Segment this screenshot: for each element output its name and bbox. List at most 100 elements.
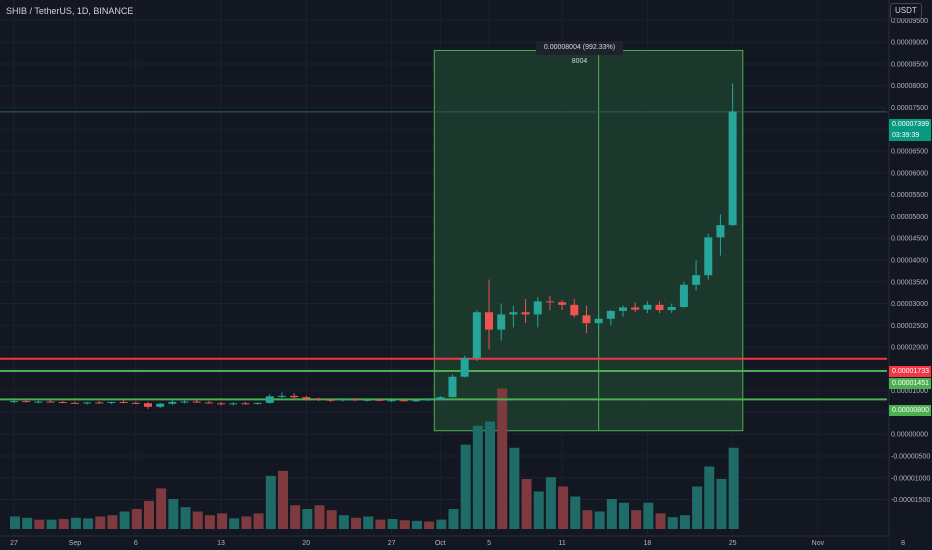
candle-body: [277, 395, 286, 397]
volume-bar: [570, 496, 581, 529]
candle: [34, 400, 43, 404]
candle-body: [290, 395, 299, 398]
volume-bar: [338, 515, 349, 529]
volume-bar: [217, 513, 228, 529]
price-tick-label: 0.00003500: [891, 279, 928, 286]
candle-body: [497, 314, 506, 330]
price-tick-label: 0.00004500: [891, 236, 928, 243]
volume-bar: [229, 518, 240, 529]
symbol-title[interactable]: SHIB / TetherUS, 1D, BINANCE: [6, 6, 134, 16]
candle: [655, 301, 664, 314]
candle: [241, 401, 250, 405]
candle: [131, 401, 140, 405]
volume-bar: [351, 517, 362, 529]
candle: [277, 392, 286, 399]
time-tick-label: 6: [134, 540, 138, 547]
candle: [619, 305, 627, 317]
volume-bar: [716, 479, 727, 529]
candle-body: [387, 400, 396, 402]
candle-body: [10, 401, 18, 403]
candle: [314, 397, 323, 402]
candle: [229, 402, 238, 406]
volume-bar: [131, 509, 142, 529]
volume-bar: [411, 520, 422, 529]
time-axis-bg: [0, 536, 889, 550]
volume-bar: [204, 515, 215, 529]
price-tick-label: -0.00001500: [891, 497, 930, 504]
candle: [338, 398, 347, 402]
candle: [643, 301, 652, 314]
time-tick-label: 8: [901, 540, 905, 547]
candle: [692, 259, 701, 291]
price-tick-label: 0.00008500: [891, 61, 928, 68]
candle-body: [375, 399, 384, 401]
candle-body: [436, 397, 445, 400]
price-tick-label: -0.00001000: [891, 475, 930, 482]
price-tick-label: 0.00003000: [891, 301, 928, 308]
volume-bar: [545, 477, 556, 529]
candle-body: [679, 284, 688, 308]
volume-bar: [509, 447, 520, 529]
candle: [168, 400, 177, 406]
volume-bar: [290, 505, 301, 529]
price-tick-label: 0.00006000: [891, 170, 928, 177]
candle-body: [253, 402, 262, 404]
volume-bar: [533, 491, 544, 529]
candle-body: [58, 401, 67, 403]
candle: [606, 310, 615, 326]
candle: [351, 398, 360, 402]
volume-bar: [34, 519, 45, 529]
candle: [180, 400, 189, 404]
candle-body: [143, 403, 152, 407]
time-axis-layer: 27 Sep 6 13 20 27 Oct 5 11 18 25 Nov 8: [0, 535, 905, 550]
volume-bar: [277, 470, 288, 529]
candle: [436, 395, 445, 401]
candle: [521, 299, 530, 324]
candle: [119, 400, 128, 404]
candle: [302, 395, 311, 401]
time-tick-label: Sep: [69, 540, 82, 547]
price-tick-label: 0.00002500: [891, 323, 928, 330]
volume-bar: [265, 475, 276, 529]
currency-button[interactable]: USDT: [890, 3, 922, 19]
price-tick-label: 0.00007500: [891, 105, 928, 112]
volume-bar: [485, 421, 496, 529]
price-tick-label: 0.00002000: [891, 345, 928, 352]
measure-label: 0.00008004 (992.33%) 8004: [536, 41, 623, 65]
candle-body: [22, 401, 31, 403]
volume-bar: [704, 466, 715, 529]
candle-body: [107, 401, 116, 403]
volume-bar: [10, 516, 20, 529]
candle: [679, 281, 688, 308]
candle-body: [156, 403, 165, 407]
candle-body: [606, 310, 615, 319]
candle-body: [485, 312, 494, 330]
candle: [716, 214, 725, 256]
candle-body: [217, 403, 226, 405]
volume-bar: [582, 510, 593, 529]
time-tick-label: 27: [10, 540, 18, 547]
price-tick-label: 0.00009000: [891, 40, 928, 47]
candle-body: [302, 397, 311, 399]
candle: [192, 399, 201, 403]
volume-bar: [253, 513, 264, 529]
volume-bar: [314, 505, 325, 529]
measure-layer: [433, 49, 744, 432]
green-level-lower-tag: 0.00000800: [889, 405, 931, 416]
candle: [728, 83, 737, 226]
candle: [485, 279, 494, 350]
candle-body: [265, 396, 274, 403]
volume-bar: [679, 515, 690, 529]
candle-body: [326, 399, 335, 401]
candle-body: [229, 403, 238, 405]
candle-body: [119, 401, 128, 403]
candle-body: [95, 402, 104, 404]
price-tick-label: 0.00001000: [891, 388, 928, 395]
candle-body: [448, 376, 457, 398]
candle: [424, 398, 433, 402]
time-tick-label: 11: [558, 540, 565, 547]
volume-bar: [424, 521, 435, 529]
price-axis-bg: [889, 0, 932, 550]
candle-body: [424, 399, 433, 401]
